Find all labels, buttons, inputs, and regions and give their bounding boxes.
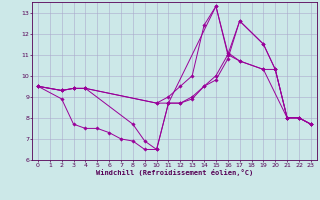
X-axis label: Windchill (Refroidissement éolien,°C): Windchill (Refroidissement éolien,°C) bbox=[96, 169, 253, 176]
